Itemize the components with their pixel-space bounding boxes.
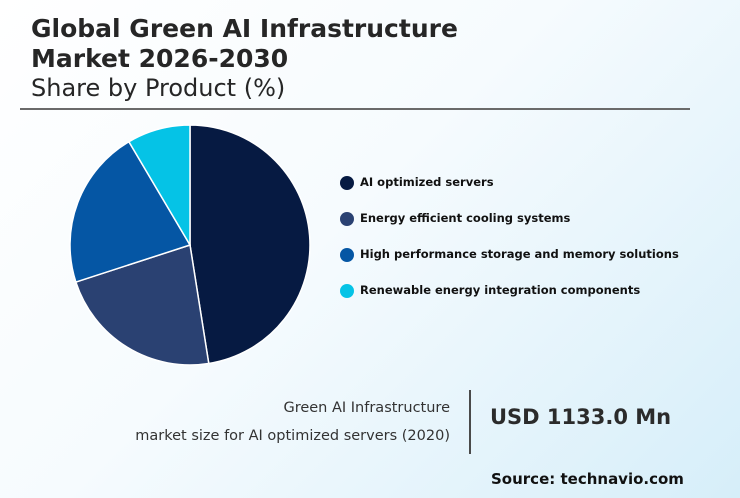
stat-label-line-2: market size for AI optimized servers (20… xyxy=(135,428,450,444)
legend-label: Renewable energy integration components xyxy=(360,283,641,297)
legend-swatch-icon xyxy=(340,248,354,262)
source-credit: Source: technavio.com xyxy=(491,470,684,488)
stat-divider xyxy=(469,390,471,454)
pie-slice-4 xyxy=(127,124,191,248)
title-line-1: Global Green AI Infrastructure xyxy=(31,14,458,43)
chart-title: Global Green AI Infrastructure Market 20… xyxy=(31,14,458,74)
pie-slice-2 xyxy=(74,244,210,366)
pie-chart xyxy=(69,124,311,366)
title-line-2: Market 2026-2030 xyxy=(31,44,289,73)
legend-swatch-icon xyxy=(340,212,354,226)
pie-slice-3 xyxy=(69,140,192,284)
pie-slice-1 xyxy=(189,124,311,365)
stat-value: USD 1133.0 Mn xyxy=(490,405,672,429)
legend-label: AI optimized servers xyxy=(360,175,494,189)
header-divider xyxy=(20,108,690,110)
stat-label-line-1: Green AI Infrastructure xyxy=(283,400,450,416)
legend-swatch-icon xyxy=(340,176,354,190)
legend-label: High performance storage and memory solu… xyxy=(360,247,679,261)
chart-subtitle: Share by Product (%) xyxy=(31,74,286,102)
legend-label: Energy efficient cooling systems xyxy=(360,211,571,225)
legend-swatch-icon xyxy=(340,284,354,298)
